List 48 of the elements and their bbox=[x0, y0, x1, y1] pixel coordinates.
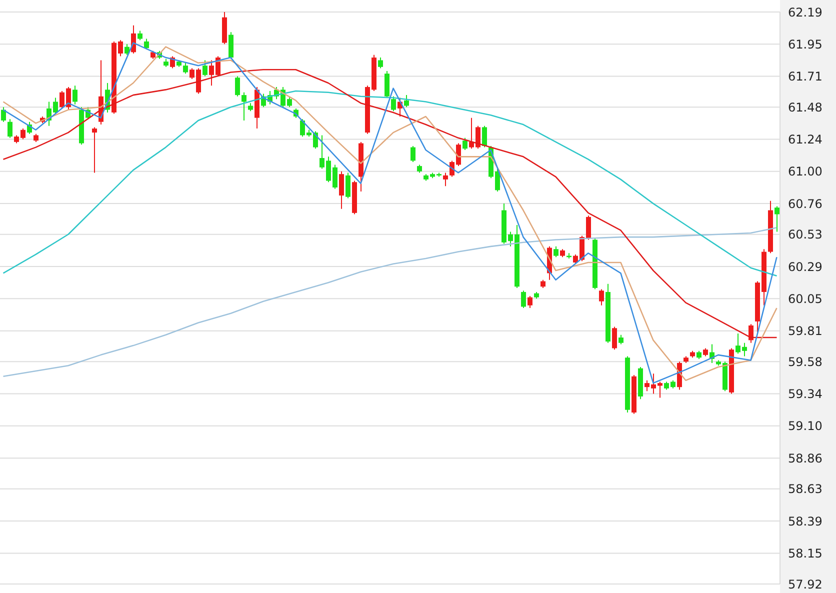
candlestick bbox=[202, 60, 208, 77]
y-tick-label: 59.58 bbox=[788, 354, 822, 369]
y-tick-label: 58.86 bbox=[788, 451, 822, 466]
candlestick bbox=[378, 57, 383, 69]
y-tick-label: 59.81 bbox=[788, 324, 822, 338]
y-tick-label: 59.34 bbox=[788, 387, 822, 402]
candlestick bbox=[528, 295, 532, 309]
candlestick bbox=[618, 334, 624, 345]
candlestick bbox=[228, 32, 234, 60]
candlestick bbox=[384, 70, 390, 98]
y-tick-label: 58.39 bbox=[788, 514, 822, 528]
candlestick bbox=[1, 106, 6, 122]
y-tick-label: 59.10 bbox=[788, 419, 822, 434]
candlestick bbox=[748, 324, 754, 344]
y-tick-label: 62.19 bbox=[788, 5, 822, 20]
y-tick-label: 61.24 bbox=[788, 132, 822, 147]
candlestick bbox=[8, 118, 12, 138]
y-tick-label: 60.29 bbox=[788, 260, 822, 274]
candlestick bbox=[242, 92, 246, 122]
y-tick-label: 61.71 bbox=[788, 70, 822, 84]
candlestick bbox=[774, 206, 780, 232]
candlestick bbox=[346, 172, 350, 199]
y-tick-label: 58.15 bbox=[788, 546, 822, 560]
candlestick bbox=[391, 96, 396, 112]
candlestick bbox=[482, 125, 487, 148]
y-tick-label: 61.48 bbox=[788, 100, 822, 114]
candlestick bbox=[443, 172, 448, 187]
candlestick bbox=[410, 145, 416, 163]
candlestick bbox=[462, 137, 468, 150]
candlestick bbox=[554, 246, 558, 258]
y-tick-label: 60.76 bbox=[788, 196, 822, 211]
candlestick bbox=[92, 126, 97, 174]
candlestick bbox=[612, 326, 617, 350]
candlestick bbox=[599, 288, 604, 306]
y-tick-label: 61.95 bbox=[788, 37, 822, 52]
y-tick-label: 58.63 bbox=[788, 482, 822, 496]
line-series bbox=[2, 90, 778, 277]
candlestick bbox=[235, 76, 240, 97]
y-tick-label: 60.05 bbox=[788, 292, 822, 306]
y-tick-label: 60.53 bbox=[788, 228, 822, 242]
candlestick bbox=[72, 85, 78, 105]
candlestick bbox=[138, 30, 142, 41]
candlestick bbox=[404, 94, 409, 108]
candlestick bbox=[339, 170, 344, 210]
y-tick-label: 61.00 bbox=[788, 164, 822, 179]
candlestick bbox=[183, 62, 188, 74]
candlestick bbox=[521, 290, 526, 309]
y-tick-label: 57.92 bbox=[788, 577, 822, 592]
